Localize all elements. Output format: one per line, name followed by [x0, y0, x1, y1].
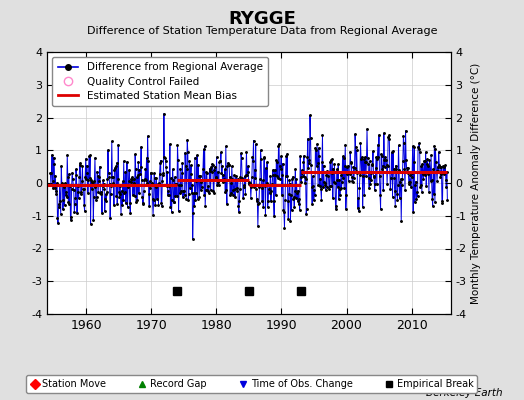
Y-axis label: Monthly Temperature Anomaly Difference (°C): Monthly Temperature Anomaly Difference (…	[471, 62, 481, 304]
Text: Berkeley Earth: Berkeley Earth	[427, 388, 503, 398]
Legend: Difference from Regional Average, Quality Control Failed, Estimated Station Mean: Difference from Regional Average, Qualit…	[52, 57, 268, 106]
Legend: Station Move, Record Gap, Time of Obs. Change, Empirical Break: Station Move, Record Gap, Time of Obs. C…	[26, 375, 477, 393]
Text: Difference of Station Temperature Data from Regional Average: Difference of Station Temperature Data f…	[87, 26, 437, 36]
Text: RYGGE: RYGGE	[228, 10, 296, 28]
